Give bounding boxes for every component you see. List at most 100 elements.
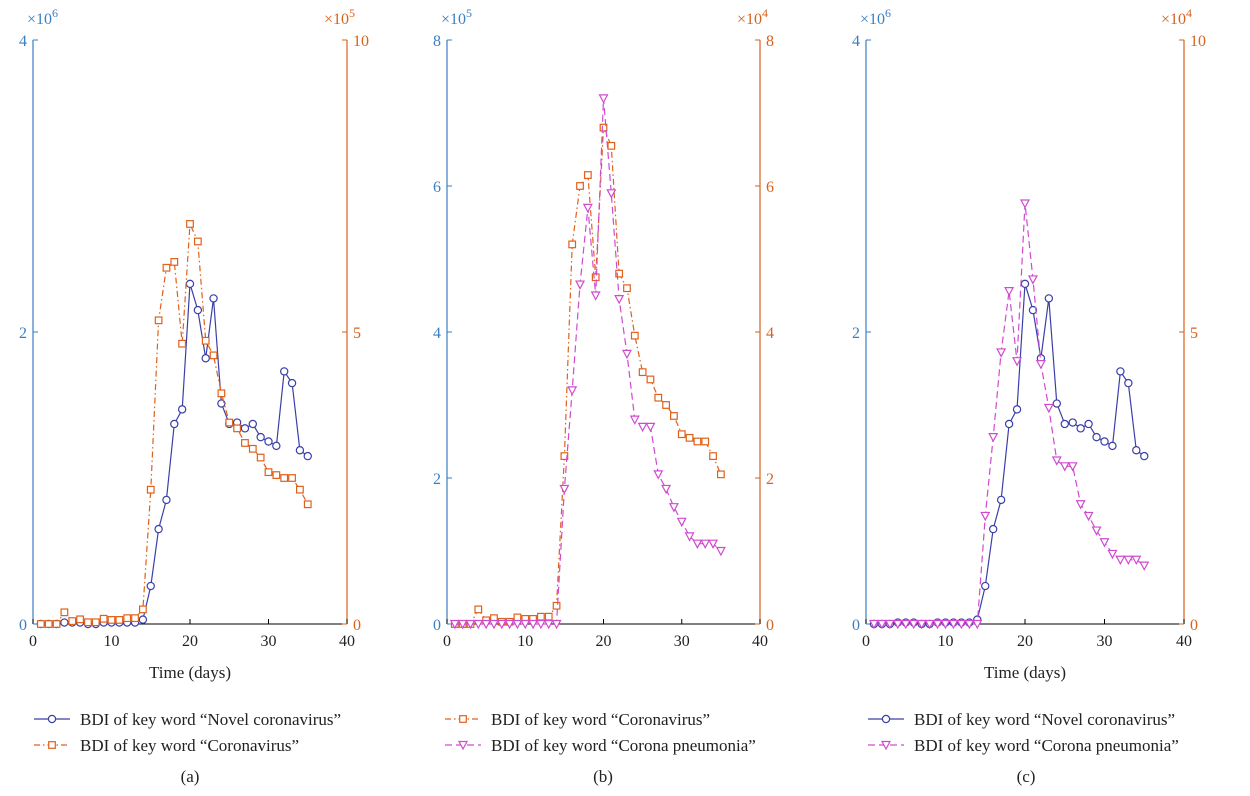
x-tick-label: 30: [261, 633, 277, 650]
data-point: [131, 614, 139, 623]
data-point: [233, 424, 242, 433]
data-point: [708, 539, 719, 549]
left-y-tick-label: 4: [852, 33, 860, 50]
data-point: [668, 503, 679, 513]
data-point: [1123, 555, 1134, 566]
data-point: [146, 581, 155, 591]
legend-entry: BDI of key word “Coronavirus”: [491, 710, 710, 729]
data-point: [1051, 456, 1062, 466]
data-point: [248, 444, 257, 453]
data-point: [264, 437, 273, 446]
data-point: [154, 524, 163, 534]
left-y-tick-label: 0: [19, 617, 27, 634]
right-y-tick-label: 0: [353, 617, 361, 634]
data-point: [201, 336, 210, 345]
data-point: [256, 453, 265, 462]
left-y-tick-label: 2: [19, 325, 27, 342]
left-axis-multiplier: ×105: [441, 6, 472, 28]
data-point: [988, 433, 999, 443]
data-point: [598, 94, 609, 104]
data-point: [623, 284, 631, 293]
data-point: [1028, 305, 1038, 315]
data-point: [637, 422, 648, 433]
data-point: [465, 619, 476, 630]
data-point: [615, 269, 624, 278]
data-point: [241, 439, 249, 447]
data-point: [520, 619, 531, 630]
panel-label: (a): [181, 767, 200, 786]
data-point: [68, 617, 77, 625]
data-point: [528, 619, 539, 630]
data-point: [504, 619, 515, 630]
data-point: [582, 203, 593, 214]
right-axis-multiplier: ×105: [324, 6, 355, 28]
x-tick-label: 40: [1176, 633, 1192, 650]
data-point: [1067, 462, 1078, 472]
data-point: [693, 437, 702, 446]
data-point: [256, 432, 265, 442]
legend-entry: BDI of key word “Corona pneumonia”: [914, 736, 1179, 755]
data-point: [948, 619, 959, 630]
right-y-tick-label: 5: [353, 325, 361, 342]
data-point: [989, 524, 998, 534]
series-novel: [869, 279, 1149, 629]
data-point: [170, 258, 179, 266]
x-axis-label: Time (days): [149, 663, 231, 682]
data-point: [670, 412, 678, 420]
data-point: [193, 305, 203, 315]
data-point: [193, 237, 202, 246]
data-point: [209, 294, 218, 303]
data-point: [303, 500, 312, 509]
data-point: [280, 474, 289, 482]
data-point: [474, 605, 483, 614]
data-point: [700, 539, 711, 549]
data-point: [606, 189, 617, 199]
data-point: [916, 619, 927, 630]
data-point: [1139, 561, 1150, 571]
data-point: [583, 171, 592, 179]
x-tick-label: 20: [182, 633, 198, 650]
data-point: [996, 495, 1006, 505]
right-y-tick-label: 2: [766, 471, 774, 488]
data-point: [115, 616, 124, 624]
data-point: [645, 422, 656, 433]
data-point: [551, 619, 562, 630]
data-point: [908, 619, 919, 630]
x-tick-label: 10: [104, 633, 120, 650]
series-pneumonia: [449, 94, 726, 630]
data-point: [1012, 405, 1022, 414]
data-point: [1004, 419, 1014, 429]
data-point: [449, 619, 460, 630]
legend-entry: BDI of key word “Coronavirus”: [80, 736, 299, 755]
data-point: [653, 470, 664, 480]
x-tick-label: 0: [443, 633, 451, 650]
data-point: [138, 615, 148, 624]
data-point: [692, 539, 703, 549]
right-axis-multiplier: ×104: [737, 6, 768, 28]
data-point: [295, 446, 305, 455]
data-point: [44, 620, 53, 628]
x-tick-label: 40: [339, 633, 355, 650]
data-point: [685, 433, 694, 442]
legend-entry: BDI of key word “Novel coronavirus”: [914, 710, 1175, 729]
data-point: [590, 291, 601, 301]
data-point: [715, 546, 726, 557]
data-point: [1012, 357, 1023, 367]
data-point: [607, 141, 616, 150]
data-point: [1092, 432, 1101, 442]
right-y-tick-label: 5: [1190, 325, 1198, 342]
data-point: [123, 614, 132, 623]
data-point: [457, 619, 468, 630]
x-tick-label: 30: [1097, 633, 1113, 650]
data-point: [599, 123, 608, 132]
left-axis-multiplier: ×106: [860, 6, 891, 28]
data-point: [177, 405, 187, 414]
data-point: [868, 619, 879, 630]
data-point: [60, 608, 69, 617]
x-tick-label: 10: [517, 633, 533, 650]
data-point: [900, 619, 911, 630]
data-point: [1131, 555, 1142, 566]
data-point: [178, 339, 187, 348]
legend-marker: [48, 741, 56, 749]
